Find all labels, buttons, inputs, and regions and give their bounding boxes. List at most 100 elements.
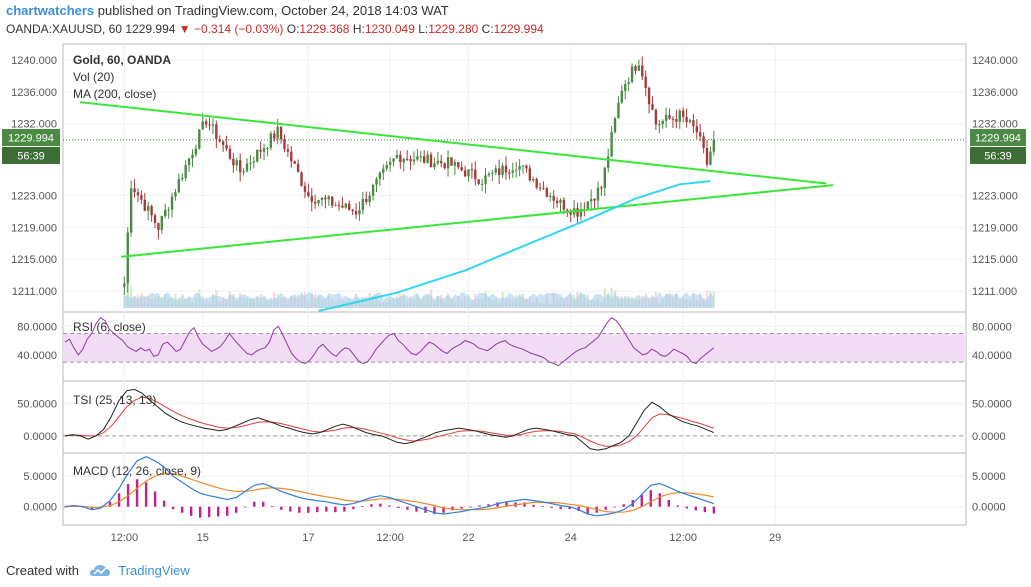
candle-body [252,161,256,163]
candle-body [528,168,532,181]
y-tick-label-left: 5.0000 [23,471,57,483]
candle-body [607,156,610,168]
y-tick-label-left: 40.0000 [17,350,57,362]
macd-histogram-bar [343,506,346,512]
macd-histogram-bar [280,506,283,510]
trendlines[interactable] [79,101,834,258]
candle-body [245,163,249,172]
candle-body [225,144,228,149]
candle-body [228,148,232,159]
macd-signal-line [64,472,714,513]
candle-body [164,209,167,217]
macd-histogram-bar [406,506,409,510]
created-with-label: Created with [6,563,79,578]
candle-body [549,196,552,198]
rsi-line [64,317,715,367]
macd-histogram-bar [397,506,400,508]
y-tick-label-left: 1215.000 [11,254,57,266]
candle-body [382,168,385,173]
x-tick-label: 22 [462,532,474,544]
symbol-label[interactable]: OANDA:XAUUSD, 60 [6,22,123,36]
candle-body [140,195,143,200]
price-tag-left-countdown: 56:39 [17,151,45,163]
macd-histogram-bar [108,501,112,507]
candle-body [146,206,150,211]
y-tick-label-left: 50.0000 [17,399,57,411]
candle-body [603,167,606,189]
candle-body [641,65,644,77]
candle-body [279,126,283,140]
macd-histogram-bar [613,506,616,508]
candle-body [181,177,184,180]
macd-indicator-label[interactable]: MACD (12, 26, close, 9) [73,464,201,478]
candle-body [313,201,317,204]
macd-histogram-bar [568,506,571,510]
candle-body [187,158,191,166]
candle-body [201,121,204,130]
macd-histogram-bar [361,506,364,507]
candle-body [709,151,712,165]
macd-histogram-bar [244,506,247,508]
macd-histogram-bar [207,506,211,518]
candle-body [664,115,668,121]
y-tick-label-left: 1240.000 [11,55,57,67]
low-label: L: [418,22,429,36]
candle-body [221,141,225,145]
candle-body [208,124,211,126]
macd-histogram-bar [487,504,490,507]
candle-body [385,164,388,169]
candle-body [681,110,685,117]
macd-histogram-bar [298,506,301,513]
y-tick-label-left: 0.0000 [23,431,57,443]
candle-body [129,188,133,233]
rsi-indicator-label[interactable]: RSI (6, close) [73,320,146,334]
candle-body [508,172,511,174]
ma-indicator-label[interactable]: MA (200, close) [73,87,156,101]
candle-body [477,179,480,184]
candle-body [317,199,320,204]
candle-body [395,154,399,159]
candle-body [712,139,716,152]
macd-histogram-bar [703,506,707,513]
candle-body [256,149,259,162]
price-change: ▼ −0.314 (−0.03%) [178,22,284,36]
candle-body [150,206,153,216]
candle-body [348,203,351,210]
candle-body [589,198,593,202]
plot-frame [62,43,967,526]
macd-histogram-bar [135,479,139,507]
tsi-indicator-label[interactable]: TSI (25, 13, 13) [73,393,156,407]
candle-body [368,195,371,203]
candle-body [593,198,596,201]
candle-body [143,199,146,211]
candle-body [375,178,378,185]
candle-body [194,148,198,155]
publish-header: chartwatchers published on TradingView.c… [6,3,449,18]
candle-body [555,200,559,203]
tradingview-link[interactable]: TradingView [118,563,190,578]
candle-body [532,178,535,181]
candle-body [695,126,698,133]
candle-body [320,197,324,200]
candle-body [378,172,382,179]
vol-indicator-label[interactable]: Vol (20) [73,70,114,84]
candle-body [647,87,651,105]
candle-body [416,156,419,160]
candle-body [559,199,562,203]
candle-body [470,169,474,171]
macd-histogram-bar [676,505,679,507]
macd-histogram-bar [658,493,661,507]
trendline-upper [79,101,827,185]
macd-histogram-bar [442,506,445,513]
candle-body [269,133,273,148]
candle-body [467,169,470,177]
volume-bars [123,278,716,308]
open-value: 1229.368 [299,22,350,36]
candle-body [491,172,494,174]
macd-histogram-bar [235,506,238,513]
author-link[interactable]: chartwatchers [6,3,95,18]
macd-histogram-bar [198,506,202,518]
candle-body [436,160,440,164]
y-tick-label-left: 1219.000 [11,222,57,234]
